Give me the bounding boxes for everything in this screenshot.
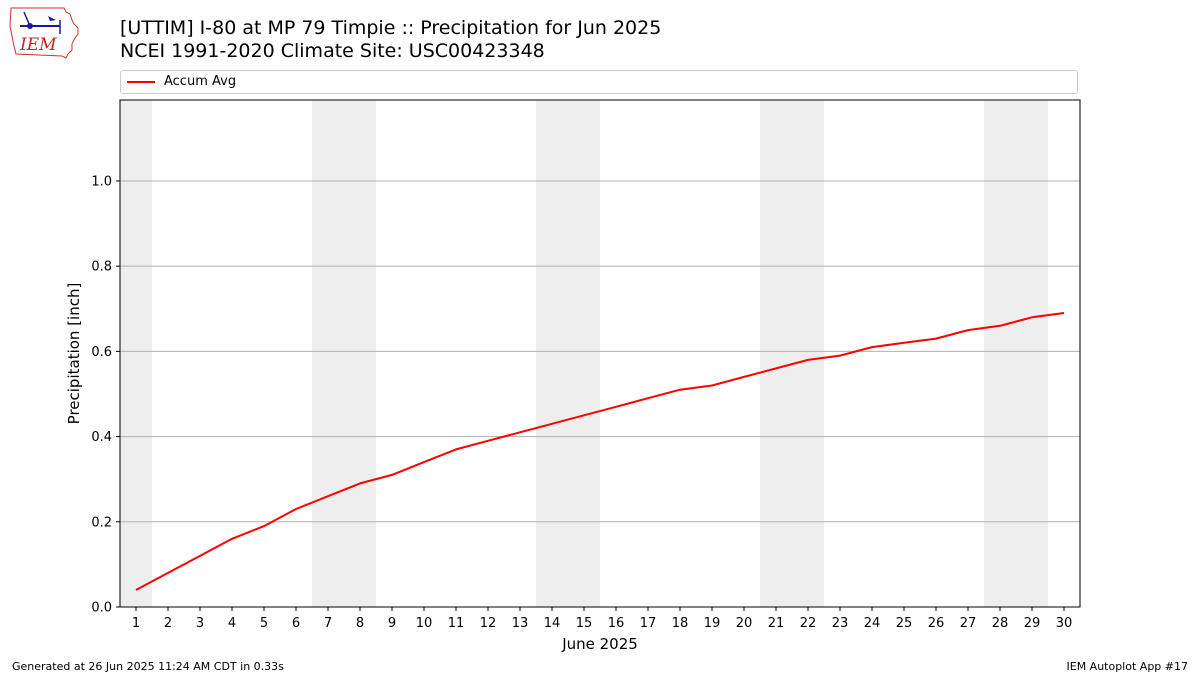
x-tick-label: 16: [608, 616, 625, 631]
weekend-band: [312, 100, 376, 607]
series-line-accum-avg: [135, 312, 1065, 591]
iem-logo: IEM: [9, 7, 79, 59]
legend-label: Accum Avg: [164, 74, 237, 89]
weekend-band: [760, 100, 824, 607]
x-tick-label: 30: [1056, 616, 1073, 631]
plot-frame: [119, 99, 1081, 608]
y-tick-label: 0.0: [91, 601, 112, 616]
x-tick-label: 13: [512, 616, 529, 631]
x-tick-label: 9: [388, 616, 396, 631]
x-tick-label: 6: [292, 616, 300, 631]
weekend-band: [536, 100, 600, 607]
x-axis-label: June 2025: [561, 635, 638, 653]
footer-app-id: IEM Autoplot App #17: [1066, 660, 1189, 673]
logo-text: IEM: [19, 35, 57, 55]
x-tick-label: 23: [832, 616, 849, 631]
x-tick-label: 1: [132, 616, 140, 631]
x-tick-label: 19: [704, 616, 721, 631]
x-tick-label: 29: [1024, 616, 1041, 631]
chart-subtitle: NCEI 1991-2020 Climate Site: USC00423348: [120, 40, 545, 62]
weekend-band: [120, 100, 152, 607]
y-axis-label: Precipitation [inch]: [65, 283, 83, 425]
x-tick-label: 22: [800, 616, 817, 631]
x-tick-label: 4: [228, 616, 236, 631]
x-tick-label: 15: [576, 616, 593, 631]
x-tick-label: 14: [544, 616, 561, 631]
x-tick-label: 5: [260, 616, 268, 631]
x-tick-label: 24: [864, 616, 881, 631]
x-tick-label: 12: [480, 616, 497, 631]
weekend-band: [984, 100, 1048, 607]
x-tick-label: 25: [896, 616, 913, 631]
footer-generated: Generated at 26 Jun 2025 11:24 AM CDT in…: [12, 660, 284, 673]
x-tick-label: 20: [736, 616, 753, 631]
x-tick-label: 17: [640, 616, 657, 631]
x-tick-label: 18: [672, 616, 689, 631]
y-tick-label: 1.0: [91, 174, 112, 189]
y-tick-label: 0.6: [91, 345, 112, 360]
y-tick-label: 0.8: [91, 260, 112, 275]
x-tick-label: 26: [928, 616, 945, 631]
x-tick-label: 28: [992, 616, 1009, 631]
x-tick-label: 2: [164, 616, 172, 631]
legend-swatch: [127, 81, 155, 83]
legend: Accum Avg: [120, 70, 1078, 94]
x-tick-label: 11: [448, 616, 465, 631]
x-tick-label: 3: [196, 616, 204, 631]
x-tick-label: 21: [768, 616, 785, 631]
x-tick-label: 7: [324, 616, 332, 631]
x-tick-label: 8: [356, 616, 364, 631]
y-tick-label: 0.4: [91, 430, 112, 445]
x-tick-label: 27: [960, 616, 977, 631]
y-tick-label: 0.2: [91, 515, 112, 530]
x-tick-label: 10: [416, 616, 433, 631]
chart-title: [UTTIM] I-80 at MP 79 Timpie :: Precipit…: [120, 17, 662, 39]
